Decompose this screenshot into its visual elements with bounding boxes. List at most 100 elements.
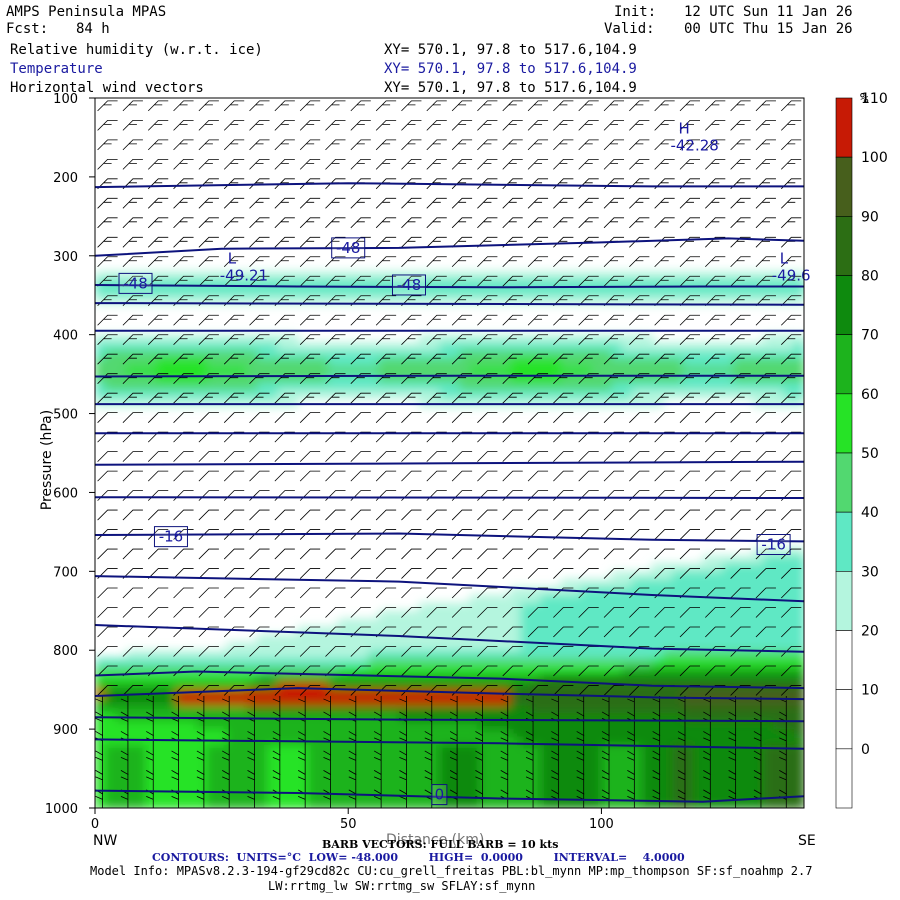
rh-cell — [591, 279, 603, 289]
rh-cell — [500, 666, 512, 675]
rh-cell — [277, 389, 289, 399]
rh-cell — [155, 287, 167, 297]
wind-barb — [603, 314, 625, 326]
wind-barb — [375, 607, 397, 618]
rh-cell — [601, 634, 613, 644]
rh-cell — [186, 768, 198, 778]
wind-barb — [705, 587, 726, 599]
rh-cell — [338, 342, 350, 352]
rh-cell — [378, 681, 390, 691]
rh-cell — [236, 389, 248, 399]
rh-cell — [439, 737, 451, 746]
rh-cell — [783, 374, 795, 383]
rh-cell — [581, 760, 593, 770]
wind-barb — [97, 548, 118, 560]
wind-barb — [426, 392, 447, 404]
rh-cell — [722, 350, 735, 360]
rh-cell — [358, 374, 370, 383]
wind-barb — [173, 509, 194, 521]
rh-cell — [419, 650, 431, 660]
rh-cell — [530, 760, 542, 770]
wind-barb — [350, 334, 371, 345]
rh-cell — [783, 626, 795, 636]
rh-cell — [439, 705, 451, 715]
rh-cell — [601, 650, 613, 660]
wind-barb — [654, 529, 675, 540]
rh-cell — [601, 721, 613, 731]
rh-cell — [135, 721, 147, 731]
rh-cell — [338, 650, 350, 660]
wind-barb — [780, 197, 802, 209]
rh-cell — [621, 618, 633, 628]
rh-cell — [652, 342, 664, 352]
wind-barb — [755, 100, 776, 112]
rh-cell — [419, 642, 431, 652]
rh-cell — [753, 784, 765, 794]
rh-cell — [307, 705, 319, 715]
rh-cell — [591, 721, 603, 731]
wind-barb — [730, 626, 751, 638]
rh-cell — [490, 744, 502, 754]
wind-barb — [375, 587, 397, 599]
rh-cell — [571, 610, 583, 620]
wind-barb — [477, 236, 498, 248]
wind-barb — [730, 548, 751, 560]
rh-cell — [267, 658, 279, 667]
rh-cell — [145, 721, 157, 731]
rh-cell — [358, 366, 370, 376]
rh-cell — [641, 618, 654, 628]
rh-cell — [753, 673, 765, 683]
rh-cell — [358, 358, 370, 368]
wind-barb — [122, 568, 143, 579]
rh-cell — [500, 697, 512, 707]
wind-barb — [527, 197, 549, 209]
rh-cell — [479, 776, 492, 786]
rh-cell — [611, 374, 623, 383]
rh-cell — [540, 634, 552, 644]
rh-cell — [692, 658, 704, 667]
wind-barb — [122, 431, 143, 443]
rh-cell — [216, 705, 228, 715]
wind-barb — [97, 607, 118, 618]
rh-cell — [773, 800, 785, 808]
rh-cell — [773, 705, 785, 715]
rh-cell — [520, 342, 532, 352]
wind-barb — [198, 548, 219, 560]
colorbar-segment — [835, 97, 853, 158]
rh-cell — [621, 752, 633, 762]
rh-cell — [429, 279, 441, 289]
rh-cell — [348, 658, 360, 667]
wind-barb — [553, 197, 574, 209]
rh-cell — [571, 295, 583, 305]
rh-cell — [672, 634, 684, 644]
wind-barb — [730, 392, 751, 404]
rh-cell — [327, 287, 340, 297]
rh-cell — [652, 705, 664, 715]
rh-cell — [176, 784, 188, 794]
rh-cell — [439, 389, 451, 399]
rh-cell — [277, 666, 289, 675]
rh-cell — [702, 634, 714, 644]
rh-cell — [469, 595, 481, 604]
rh-cell — [327, 713, 340, 723]
rh-cell — [702, 618, 714, 628]
rh-cell — [753, 752, 765, 762]
rh-cell — [449, 729, 461, 738]
wind-barb — [477, 665, 498, 677]
rh-cell — [246, 760, 259, 770]
rh-cell — [287, 342, 299, 352]
rh-cell — [662, 279, 674, 289]
rh-cell — [277, 342, 289, 352]
rh-cell — [550, 397, 562, 407]
rh-cell — [196, 279, 208, 289]
wind-barb — [426, 139, 447, 151]
rh-cell — [530, 784, 542, 794]
wind-barb — [755, 451, 776, 462]
rh-cell — [520, 382, 532, 391]
rh-cell — [449, 744, 461, 754]
rh-cell — [631, 374, 643, 383]
rh-cell — [105, 673, 117, 683]
rh-cell — [520, 334, 532, 344]
rh-cell — [277, 350, 289, 360]
rh-cell — [419, 658, 431, 667]
